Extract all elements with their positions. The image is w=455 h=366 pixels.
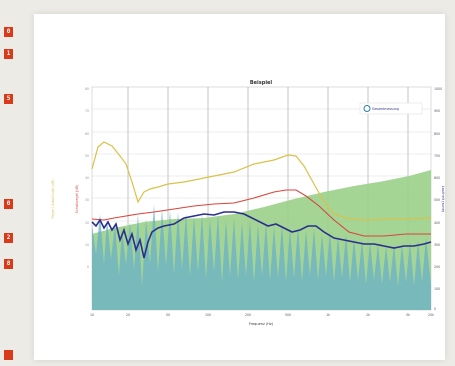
chart-panel: Beispiel xyxy=(34,14,445,360)
marker-tag xyxy=(4,350,13,360)
svg-text:50: 50 xyxy=(166,313,170,317)
svg-text:1k: 1k xyxy=(326,313,330,317)
marker-tag: 0 xyxy=(4,199,13,209)
marker-tag: 1 xyxy=(4,49,13,59)
legend-label: Gesamtmessung xyxy=(372,107,399,111)
marker-tag: 8 xyxy=(4,259,13,269)
chart-svg: Beispiel xyxy=(51,80,445,326)
svg-text:100: 100 xyxy=(434,287,440,291)
y-axis-right-ticks: 1000 900 800 700 600 500 400 300 200 100… xyxy=(434,87,442,311)
svg-text:20: 20 xyxy=(85,221,89,225)
svg-text:20: 20 xyxy=(126,313,130,317)
marker-tag: 0 xyxy=(4,27,13,37)
y-axis-label-outer: Pegel / Amplitude (dB) xyxy=(51,179,55,219)
svg-text:5k: 5k xyxy=(406,313,410,317)
svg-text:100: 100 xyxy=(205,313,211,317)
svg-text:60: 60 xyxy=(85,132,89,136)
svg-text:500: 500 xyxy=(434,198,440,202)
svg-text:200: 200 xyxy=(434,265,440,269)
series-light-blue xyxy=(92,204,431,310)
svg-text:0: 0 xyxy=(434,307,436,311)
chart-title: Beispiel xyxy=(250,80,273,86)
y-axis-left-ticks: 80 70 60 50 40 30 20 10 0 xyxy=(85,87,89,269)
svg-text:30: 30 xyxy=(85,198,89,202)
series-yellow xyxy=(91,141,432,221)
svg-text:0: 0 xyxy=(87,265,89,269)
svg-text:300: 300 xyxy=(434,243,440,247)
y-axis-label-inner: Schallpegel (dB) xyxy=(75,184,79,213)
svg-text:80: 80 xyxy=(85,87,89,91)
legend: Gesamtmessung xyxy=(359,102,423,115)
legend-swatch xyxy=(363,105,371,112)
marker-tag: 2 xyxy=(4,233,13,243)
svg-text:70: 70 xyxy=(85,109,89,113)
y-axis-label-right: Lautheit (sone) xyxy=(441,186,445,213)
svg-text:1000: 1000 xyxy=(434,87,442,91)
x-axis-label: Frequenz (Hz) xyxy=(249,322,274,326)
svg-text:200: 200 xyxy=(245,313,251,317)
left-margin: 0 1 5 0 2 8 xyxy=(0,0,26,366)
x-axis-ticks: 10 20 50 100 200 500 1k 2k 5k 20k xyxy=(90,313,434,317)
svg-text:400: 400 xyxy=(434,221,440,225)
svg-text:500: 500 xyxy=(285,313,291,317)
svg-text:2k: 2k xyxy=(366,313,370,317)
svg-text:700: 700 xyxy=(434,154,440,158)
marker-tag: 5 xyxy=(4,94,13,104)
svg-text:50: 50 xyxy=(85,154,89,158)
svg-text:10: 10 xyxy=(85,243,89,247)
series-red xyxy=(91,189,431,237)
svg-text:800: 800 xyxy=(434,132,440,136)
series-dark-blue xyxy=(91,211,432,259)
svg-text:900: 900 xyxy=(434,109,440,113)
svg-text:20k: 20k xyxy=(428,313,434,317)
svg-text:600: 600 xyxy=(434,176,440,180)
svg-text:10: 10 xyxy=(90,313,94,317)
svg-text:40: 40 xyxy=(85,176,89,180)
